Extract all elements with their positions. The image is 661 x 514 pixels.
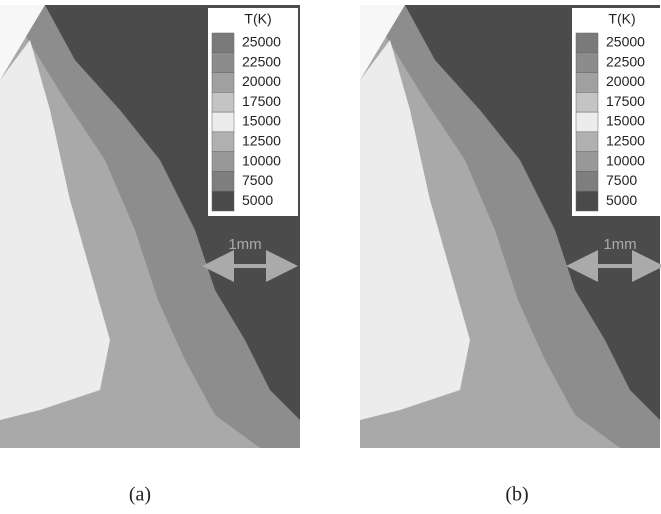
legend-title: T(K) — [244, 11, 271, 27]
legend-level: 5000 — [242, 192, 273, 208]
legend-swatch — [211, 151, 235, 172]
legend-level: 7500 — [606, 172, 637, 188]
legend-swatch — [575, 190, 599, 212]
caption: (a) — [129, 484, 151, 506]
legend-level: 15000 — [242, 113, 281, 129]
legend-swatch — [211, 190, 235, 212]
legend-level: 5000 — [606, 192, 637, 208]
panel: T(K) 1mm (b) 25000 22500 20000 17500 15000 12… — [360, 5, 661, 506]
legend-level: 25000 — [606, 34, 645, 50]
legend-level: 7500 — [242, 172, 273, 188]
legend-level: 10000 — [242, 152, 281, 168]
legend-level: 15000 — [606, 113, 645, 129]
legend-swatch — [211, 52, 235, 73]
legend-level: 22500 — [242, 53, 281, 69]
legend-swatch — [211, 32, 235, 54]
legend-level: 17500 — [242, 93, 281, 109]
caption: (b) — [505, 484, 528, 506]
legend-level: 12500 — [606, 132, 645, 148]
legend-swatch — [575, 72, 599, 93]
legend-swatch — [211, 131, 235, 152]
legend-level: 10000 — [606, 152, 645, 168]
legend-level: 22500 — [606, 53, 645, 69]
legend-level: 20000 — [242, 73, 281, 89]
legend-swatch — [211, 72, 235, 93]
legend-swatch — [575, 32, 599, 54]
legend-level: 12500 — [242, 132, 281, 148]
legend-swatch — [575, 92, 599, 113]
legend-level: 20000 — [606, 73, 645, 89]
legend-swatch — [211, 171, 235, 192]
scale-label: 1mm — [603, 236, 636, 253]
legend-level: 17500 — [606, 93, 645, 109]
legend-level: 25000 — [242, 34, 281, 50]
legend-swatch — [575, 151, 599, 172]
scale-label: 1mm — [228, 236, 261, 253]
legend-title: T(K) — [608, 11, 635, 27]
legend-swatch — [575, 52, 599, 73]
legend-swatch — [575, 131, 599, 152]
panel: T(K) 1mm (a) 25000 22500 20000 17500 15000 12… — [0, 5, 300, 506]
legend-swatch — [575, 171, 599, 192]
legend-swatch — [211, 111, 235, 133]
legend-swatch — [211, 92, 235, 113]
legend-swatch — [575, 111, 599, 133]
